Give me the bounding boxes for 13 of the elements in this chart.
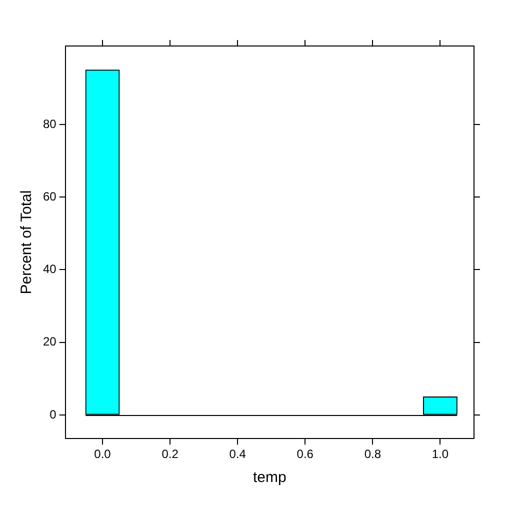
y-tick-label: 60 — [42, 189, 57, 204]
x-tick-label: 0.6 — [296, 447, 314, 462]
x-axis-title: temp — [252, 469, 286, 486]
y-axis-title: Percent of Total — [18, 190, 36, 294]
y-tick-label: 80 — [42, 116, 57, 131]
x-tick-label: 0.8 — [364, 447, 382, 462]
x-tick-label: 0.0 — [94, 447, 112, 462]
x-tick-label: 1.0 — [432, 447, 449, 462]
x-tick-label: 0.2 — [162, 447, 179, 462]
y-tick-label: 40 — [42, 262, 57, 276]
y-tick-label: 20 — [42, 334, 57, 349]
y-tick-label: 0 — [50, 407, 57, 422]
x-tick-label: 0.4 — [229, 447, 246, 462]
